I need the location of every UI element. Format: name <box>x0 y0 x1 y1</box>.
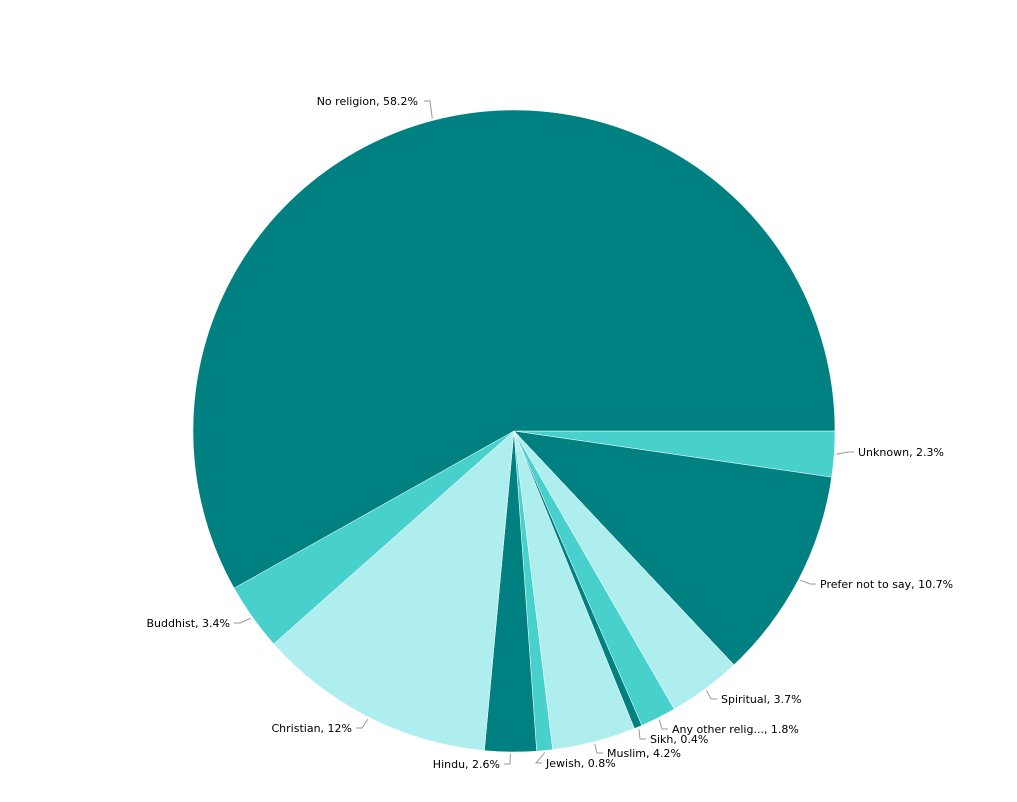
leader-line-spiritual <box>706 690 717 700</box>
leader-line-christian <box>356 718 369 729</box>
data-label-muslim: Muslim, 4.2% <box>607 747 681 760</box>
leader-line-jewish <box>534 752 546 764</box>
leader-line-sikh <box>638 728 646 740</box>
slice-no-religion[interactable] <box>192 109 836 589</box>
leader-line-unknown <box>836 451 854 455</box>
pie-labels: Unknown, 2.3% Prefer not to say, 10.7% Spi… <box>147 95 954 771</box>
leader-line-no-religion <box>424 100 433 119</box>
slice-prefer-not-to-say[interactable] <box>513 430 832 666</box>
slice-christian[interactable] <box>273 430 515 751</box>
data-label-unknown: Unknown, 2.3% <box>858 446 944 459</box>
data-label-hindu: Hindu, 2.6% <box>433 758 500 771</box>
leader-line-hindu <box>504 753 511 765</box>
data-label-christian: Christian, 12% <box>272 722 353 735</box>
data-label-sikh: Sikh, 0.4% <box>650 733 708 746</box>
data-label-buddhist: Buddhist, 3.4% <box>147 617 231 630</box>
leader-line-muslim <box>594 743 603 754</box>
data-label-prefer-not-to-say: Prefer not to say, 10.7% <box>820 578 953 591</box>
data-label-no-religion: No religion, 58.2% <box>317 95 418 108</box>
data-label-jewish: Jewish, 0.8% <box>545 757 616 770</box>
data-label-spiritual: Spiritual, 3.7% <box>721 693 802 706</box>
data-label-any-other-religion: Any other relig..., 1.8% <box>672 723 799 736</box>
pie-slices <box>192 109 836 753</box>
leader-line-prefer-not-to-say <box>800 579 816 585</box>
leader-line-any-other-religion <box>658 719 668 730</box>
leader-line-buddhist <box>234 617 251 624</box>
